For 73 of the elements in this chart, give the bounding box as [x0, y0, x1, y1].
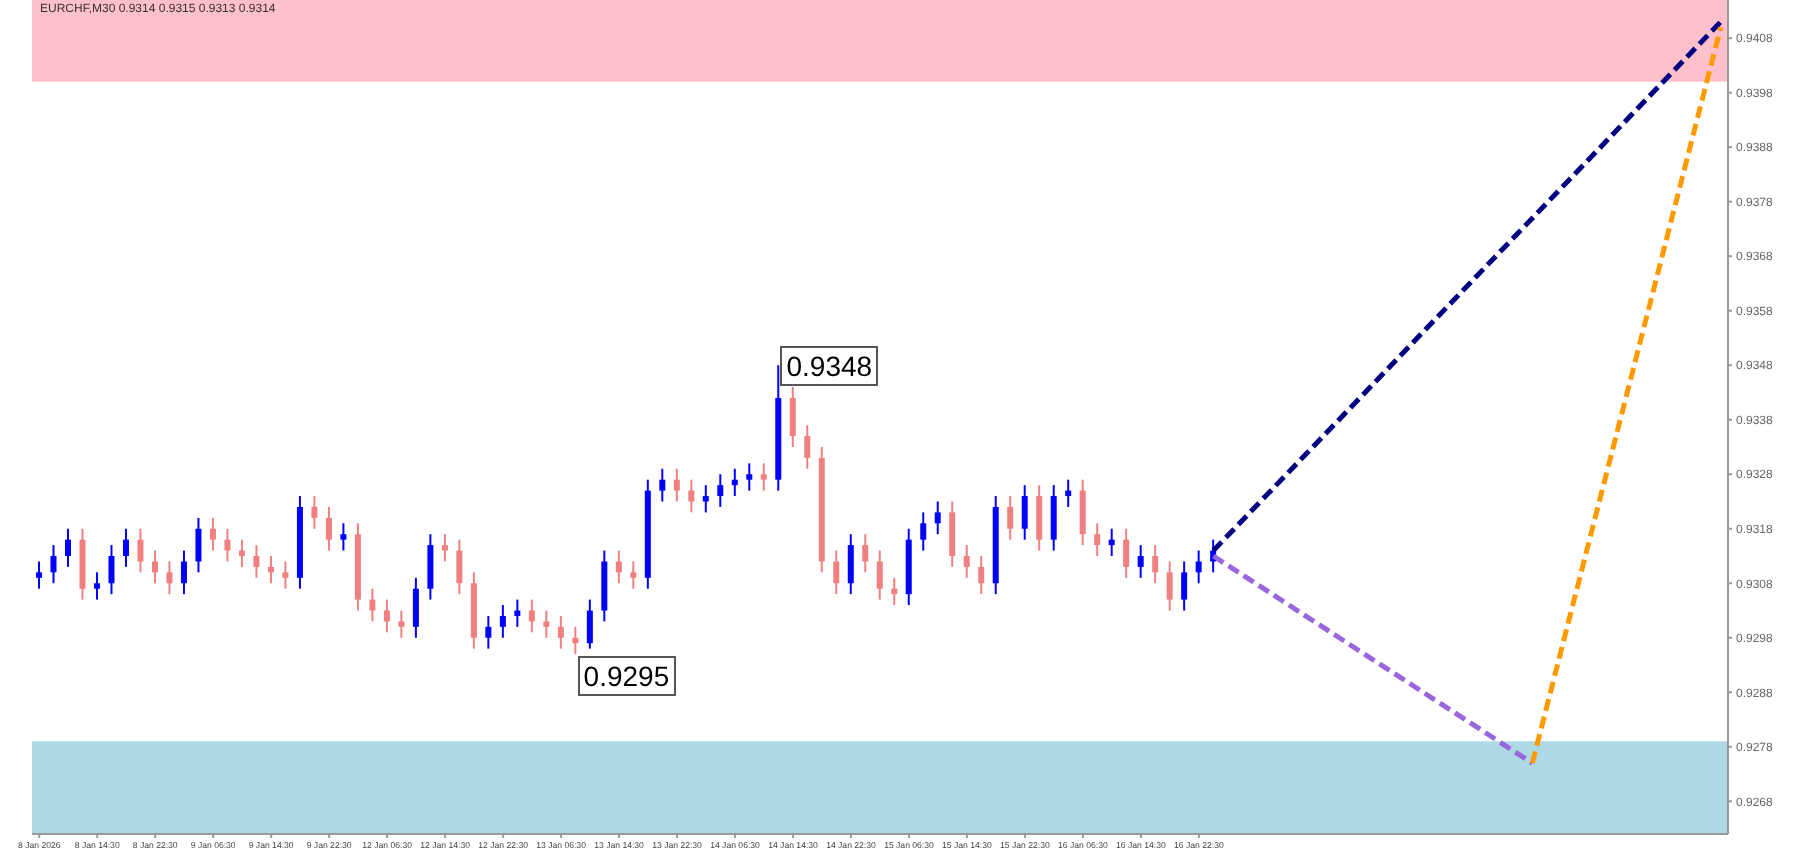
candlestick — [1036, 484, 1043, 552]
candlestick — [369, 587, 376, 623]
candlestick — [1123, 527, 1130, 579]
candlestick — [963, 544, 970, 579]
candlestick — [1108, 527, 1115, 557]
candlestick — [1166, 560, 1173, 612]
candlestick — [427, 533, 434, 601]
candlestick — [1050, 484, 1057, 552]
candlestick — [398, 609, 405, 639]
candlestick — [572, 625, 579, 656]
candlestick — [514, 598, 521, 628]
candlestick — [137, 527, 144, 574]
candlestick — [978, 555, 985, 596]
candlestick — [1065, 478, 1072, 508]
candlestick — [876, 549, 883, 601]
candlestick — [253, 544, 260, 579]
candlestick — [688, 478, 695, 514]
candlestick — [412, 576, 419, 639]
candlestick — [1094, 522, 1101, 557]
candlestick — [920, 511, 927, 552]
candlestick — [340, 522, 347, 552]
candlestick — [891, 576, 898, 607]
candlestick — [383, 598, 390, 634]
candlestick — [224, 527, 231, 563]
candlestick — [267, 555, 274, 585]
candlestick — [731, 467, 738, 498]
candlestick — [1021, 484, 1028, 541]
candlestick — [1195, 549, 1202, 585]
candlestick — [499, 604, 506, 639]
candlestick — [630, 560, 637, 590]
candlestick — [311, 495, 318, 530]
candlestick — [804, 424, 811, 470]
candlestick — [833, 549, 840, 596]
annotation: 0.9295 — [577, 656, 676, 697]
candlestick — [1181, 560, 1188, 612]
candlestick — [789, 386, 796, 448]
candlestick — [50, 544, 57, 585]
candlestick — [746, 462, 753, 492]
candlestick — [485, 614, 492, 650]
candlestick — [166, 560, 173, 596]
candlestick — [325, 505, 332, 552]
candlestick — [847, 533, 854, 596]
candlestick — [36, 560, 42, 590]
candlestick — [180, 549, 187, 596]
candlestick — [1137, 544, 1144, 579]
candlestick — [702, 484, 709, 514]
candlestick — [659, 467, 666, 503]
candlestick — [586, 598, 593, 650]
candlestick — [862, 533, 869, 574]
candlestick — [93, 571, 100, 601]
candlestick — [64, 527, 71, 568]
candlestick — [195, 516, 202, 574]
candlestick — [673, 467, 680, 503]
annotation: 0.9348 — [780, 345, 879, 386]
candlestick — [282, 560, 289, 590]
candlestick — [615, 549, 622, 585]
candlestick — [1152, 544, 1159, 585]
candlestick — [717, 473, 724, 508]
candlestick — [543, 609, 550, 639]
candlestick — [456, 538, 463, 596]
candlestick — [557, 614, 564, 650]
candlestick — [238, 538, 245, 568]
candlestick — [528, 598, 535, 634]
candlestick — [934, 500, 941, 536]
candlestick — [151, 549, 158, 585]
candlestick — [1007, 495, 1014, 541]
candlestick — [949, 500, 956, 568]
candlestick — [1079, 478, 1086, 547]
candlestick — [441, 533, 448, 563]
candlestick — [209, 516, 216, 552]
candlestick — [108, 544, 115, 596]
candlestick — [122, 527, 129, 568]
candlestick — [760, 462, 767, 492]
